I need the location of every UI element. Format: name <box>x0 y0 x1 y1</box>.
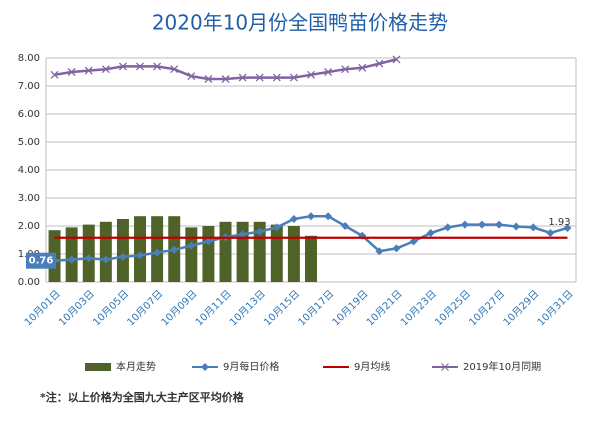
bar <box>219 221 232 282</box>
bar <box>253 221 266 282</box>
x-tick-label: 10月25日 <box>432 288 473 329</box>
point <box>392 55 401 64</box>
x-tick-label: 10月13日 <box>227 288 268 329</box>
point <box>460 220 469 229</box>
x-tick-label: 10月09日 <box>159 288 200 329</box>
x-tick-label: 10月23日 <box>398 288 439 329</box>
point <box>221 75 230 83</box>
point <box>136 62 144 71</box>
point <box>204 75 213 83</box>
point <box>170 245 179 254</box>
bar <box>270 224 283 282</box>
point <box>307 212 315 221</box>
y-tick-label: 2.00 <box>18 221 40 232</box>
y-tick-label: 8.00 <box>18 53 40 64</box>
point <box>289 73 298 82</box>
data-label: 1.93 <box>548 217 570 228</box>
point <box>238 73 247 82</box>
bar <box>116 219 129 282</box>
bar <box>202 226 215 282</box>
x-tick-label: 10月07日 <box>125 288 166 329</box>
legend-label: 2019年10月同期 <box>463 360 541 373</box>
legend-label: 9月每日价格 <box>223 360 279 373</box>
point <box>84 66 93 75</box>
point <box>512 222 521 231</box>
point <box>375 59 384 68</box>
legend-label: 本月走势 <box>116 360 156 373</box>
legend-swatch <box>85 363 111 371</box>
y-tick-label: 6.00 <box>18 109 40 120</box>
chart-title: 2020年10月份全国鸭苗价格走势 <box>152 11 448 35</box>
x-tick-label: 10月27日 <box>467 288 508 329</box>
point <box>136 251 145 260</box>
x-tick-label: 10月01日 <box>22 288 63 329</box>
point <box>118 62 127 71</box>
point <box>426 229 435 237</box>
point <box>289 215 298 223</box>
point <box>272 223 281 232</box>
legend-swatch <box>441 363 449 371</box>
point <box>101 255 110 264</box>
point <box>307 70 315 79</box>
point <box>255 73 264 82</box>
y-tick-label: 0.00 <box>18 277 40 288</box>
x-tick-label: 10月17日 <box>296 288 337 329</box>
y-tick-label: 4.00 <box>18 165 40 176</box>
point <box>187 72 196 81</box>
point <box>375 247 384 256</box>
y-tick-label: 7.00 <box>18 81 40 92</box>
bar <box>287 226 300 282</box>
data-label-box <box>26 252 56 269</box>
note: *注：以上价格为全国九大主产区平均价格 <box>40 390 245 404</box>
point <box>170 65 179 74</box>
point <box>187 241 196 250</box>
point <box>238 230 247 239</box>
point <box>529 223 538 232</box>
bar <box>236 221 249 282</box>
point <box>153 248 162 257</box>
x-tick-label: 10月15日 <box>262 288 303 329</box>
point <box>153 62 162 71</box>
y-tick-label: 3.00 <box>18 193 40 204</box>
point <box>324 68 333 76</box>
legend-swatch <box>201 363 209 371</box>
bar <box>305 235 317 282</box>
point <box>84 254 93 263</box>
bar <box>65 227 78 282</box>
point <box>546 229 555 237</box>
x-tick-label: 10月21日 <box>364 288 405 329</box>
point <box>204 237 213 246</box>
data-label: 0.76 <box>29 256 54 267</box>
point <box>477 220 486 229</box>
x-tick-label: 10月11日 <box>193 288 234 329</box>
point <box>358 63 367 72</box>
point <box>118 252 127 261</box>
point <box>563 223 572 232</box>
point <box>101 65 110 74</box>
legend-label: 9月均线 <box>354 360 390 373</box>
point <box>255 227 264 236</box>
x-tick-label: 10月03日 <box>56 288 97 329</box>
x-tick-label: 10月31日 <box>535 288 576 329</box>
point <box>67 255 76 264</box>
bar <box>134 216 147 282</box>
point <box>272 73 281 82</box>
point <box>341 222 350 230</box>
point <box>409 237 418 246</box>
bar <box>82 224 95 282</box>
point <box>341 65 350 74</box>
bar <box>99 221 112 282</box>
point <box>443 223 452 232</box>
y-tick-label: 5.00 <box>18 137 40 148</box>
point <box>67 68 76 76</box>
x-tick-label: 10月29日 <box>501 288 542 329</box>
point <box>392 244 401 253</box>
point <box>324 212 333 221</box>
point <box>50 70 59 79</box>
point <box>495 220 504 229</box>
x-tick-label: 10月19日 <box>330 288 371 329</box>
x-tick-label: 10月05日 <box>91 288 132 329</box>
bar <box>185 227 198 282</box>
